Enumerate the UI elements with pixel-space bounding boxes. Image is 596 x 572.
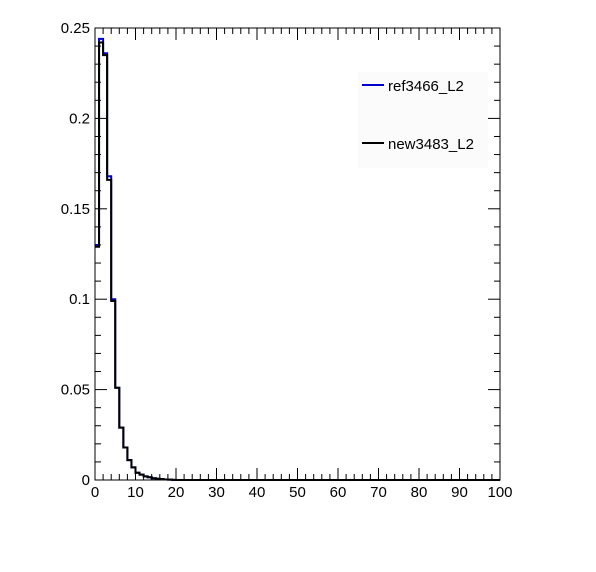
series-lines — [95, 37, 500, 481]
legend: ref3466_L2 new3483_L2 — [358, 72, 488, 168]
y-tick-label: 0.2 — [69, 110, 90, 127]
y-tick-label: 0.15 — [61, 201, 90, 218]
y-tick-label: 0.25 — [61, 20, 90, 37]
x-tick-label: 80 — [411, 484, 428, 501]
x-tick-label: 50 — [289, 484, 306, 501]
legend-label-ref: ref3466_L2 — [388, 78, 464, 95]
x-tick-label: 70 — [370, 484, 387, 501]
x-tick-label: 30 — [208, 484, 225, 501]
x-tick-label: 20 — [168, 484, 185, 501]
x-tick-label: 90 — [451, 484, 468, 501]
x-tick-label: 10 — [127, 484, 144, 501]
x-tick-label: 40 — [249, 484, 266, 501]
x-tick-label: 100 — [487, 484, 512, 501]
axis-tick-labels: 0 10 20 30 40 50 60 70 80 90 100 0 0.05 0.1 0.15 0.2 0.2… — [61, 20, 513, 501]
y-tick-label: 0.1 — [69, 291, 90, 308]
plot-frame — [94, 27, 501, 481]
y-tick-label: 0 — [82, 472, 90, 489]
x-tick-label: 60 — [330, 484, 347, 501]
series-new3483_L2 — [95, 41, 500, 481]
x-tick-label: 0 — [91, 484, 99, 501]
y-tick-label: 0.05 — [61, 382, 90, 399]
legend-label-new: new3483_L2 — [388, 136, 474, 153]
